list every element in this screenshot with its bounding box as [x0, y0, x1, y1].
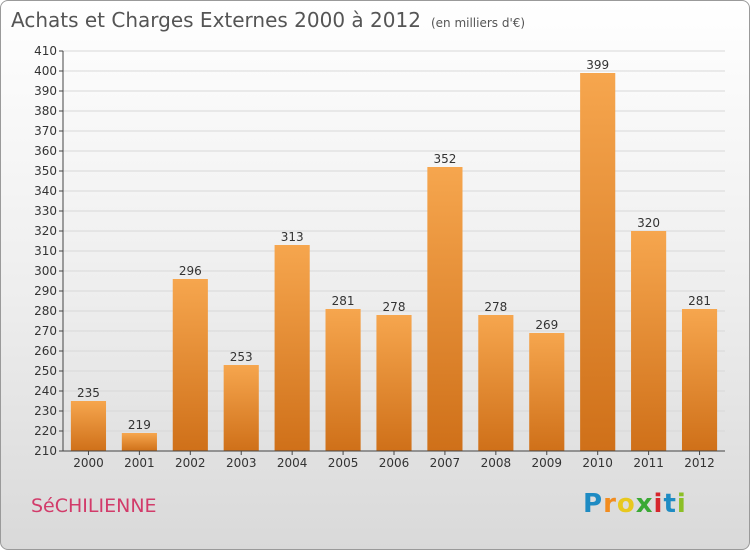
bar — [529, 333, 565, 451]
bar — [274, 245, 310, 451]
bar — [172, 279, 208, 451]
x-tick-label: 2009 — [531, 456, 562, 470]
data-label: 352 — [433, 152, 456, 166]
y-tick-label: 350 — [34, 164, 57, 178]
x-tick-label: 2004 — [277, 456, 308, 470]
y-tick-label: 340 — [34, 184, 57, 198]
x-tick-label: 2007 — [430, 456, 461, 470]
bars: 235 219 296 253 313 281 278 352 278 269 399 320 281 — [70, 58, 718, 451]
x-tick-label: 2005 — [328, 456, 359, 470]
bar — [580, 73, 616, 451]
logo-letter: o — [616, 489, 636, 519]
y-tick-label: 270 — [34, 324, 57, 338]
y-tick-label: 410 — [34, 44, 57, 58]
y-tick-label: 400 — [34, 64, 57, 78]
y-tick-label: 300 — [34, 264, 57, 278]
logo-letter: i — [676, 489, 687, 519]
logo-letter: x — [635, 489, 654, 519]
y-tick-label: 250 — [34, 364, 57, 378]
data-label: 281 — [688, 294, 711, 308]
data-label: 269 — [535, 318, 558, 332]
commune-name: SéCHILIENNE — [31, 495, 157, 517]
chart-title: Achats et Charges Externes 2000 à 2012 (e… — [11, 8, 525, 32]
y-tick-label: 310 — [34, 244, 57, 258]
y-tick-label: 240 — [34, 384, 57, 398]
y-tick-label: 330 — [34, 204, 57, 218]
bar — [223, 365, 259, 451]
data-label: 278 — [484, 300, 507, 314]
y-tick-label: 210 — [34, 444, 57, 458]
data-label: 281 — [332, 294, 355, 308]
x-tick-label: 2001 — [124, 456, 155, 470]
x-tick-label: 2006 — [379, 456, 410, 470]
bar — [70, 401, 107, 451]
y-tick-label: 260 — [34, 344, 57, 358]
bar — [478, 315, 514, 451]
data-label: 296 — [179, 264, 202, 278]
y-axis-ticks: 210 220 230 240 250 260 270 280 290 300 310 320 330 3… — [34, 44, 63, 458]
x-tick-label: 2003 — [226, 456, 257, 470]
y-tick-label: 380 — [34, 104, 57, 118]
y-tick-label: 320 — [34, 224, 57, 238]
proxiti-logo: Proxiti — [583, 489, 687, 519]
bar — [121, 433, 157, 451]
bar — [681, 309, 718, 451]
bar — [427, 167, 463, 451]
chart-title-text: Achats et Charges Externes 2000 à 2012 — [11, 8, 421, 32]
x-tick-label: 2000 — [73, 456, 104, 470]
data-label: 219 — [128, 418, 151, 432]
y-tick-label: 370 — [34, 124, 57, 138]
logo-letter: r — [603, 489, 617, 519]
logo-letter: t — [663, 489, 677, 519]
data-label: 313 — [281, 230, 304, 244]
x-tick-label: 2008 — [481, 456, 512, 470]
x-axis-ticks: 2000 2001 2002 2003 2004 2005 2006 2007 2008 2009… — [73, 451, 715, 470]
logo-letter: P — [583, 489, 604, 519]
data-label: 320 — [637, 216, 660, 230]
bar — [325, 309, 361, 451]
x-tick-label: 2002 — [175, 456, 206, 470]
data-label: 235 — [77, 386, 100, 400]
y-tick-label: 290 — [34, 284, 57, 298]
chart-unit: (en milliers d'€) — [430, 16, 526, 30]
data-label: 253 — [230, 350, 253, 364]
bar — [376, 315, 412, 451]
data-label: 399 — [586, 58, 609, 72]
y-tick-label: 360 — [34, 144, 57, 158]
x-tick-label: 2011 — [633, 456, 664, 470]
y-tick-label: 230 — [34, 404, 57, 418]
x-tick-label: 2010 — [582, 456, 613, 470]
bar — [631, 231, 667, 451]
data-label: 278 — [383, 300, 406, 314]
y-tick-label: 390 — [34, 84, 57, 98]
logo-letter: i — [653, 489, 664, 519]
y-tick-label: 280 — [34, 304, 57, 318]
x-tick-label: 2012 — [684, 456, 715, 470]
y-tick-label: 220 — [34, 424, 57, 438]
